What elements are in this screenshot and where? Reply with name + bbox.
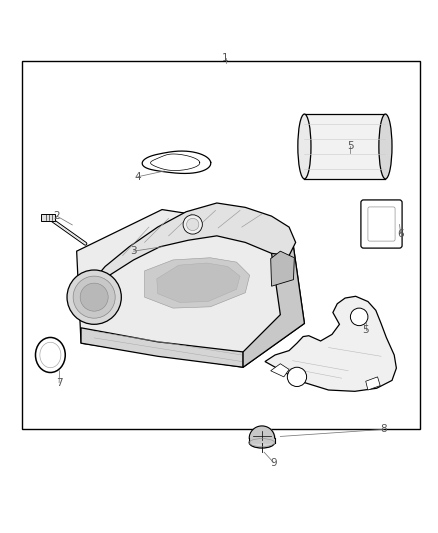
Polygon shape [157,263,240,302]
Text: 7: 7 [56,377,63,387]
FancyBboxPatch shape [368,207,395,241]
Circle shape [67,270,121,324]
Polygon shape [145,258,250,308]
Text: 9: 9 [270,458,277,468]
Text: 6: 6 [397,229,404,239]
Polygon shape [151,154,200,171]
Circle shape [287,367,307,386]
Circle shape [183,215,202,234]
FancyBboxPatch shape [361,200,402,248]
Text: 8: 8 [380,424,387,434]
Text: 5: 5 [347,141,354,151]
Circle shape [187,219,199,231]
Circle shape [73,276,115,318]
Ellipse shape [35,337,65,373]
Ellipse shape [249,437,275,448]
Polygon shape [271,251,294,286]
Text: 3: 3 [130,246,137,256]
Text: 5: 5 [362,325,369,335]
Ellipse shape [40,342,61,368]
Circle shape [350,308,368,326]
Bar [304,114,385,179]
Text: 1: 1 [222,53,229,63]
Polygon shape [366,377,380,390]
Text: 4: 4 [134,172,141,182]
Polygon shape [271,364,289,377]
Bar [41,214,55,221]
Ellipse shape [379,114,392,179]
Polygon shape [142,151,211,173]
Polygon shape [81,328,243,367]
Polygon shape [92,203,296,285]
Polygon shape [243,247,304,367]
Circle shape [80,283,108,311]
Polygon shape [77,209,304,367]
Text: 2: 2 [53,211,60,221]
Ellipse shape [298,114,311,179]
Polygon shape [265,296,396,391]
